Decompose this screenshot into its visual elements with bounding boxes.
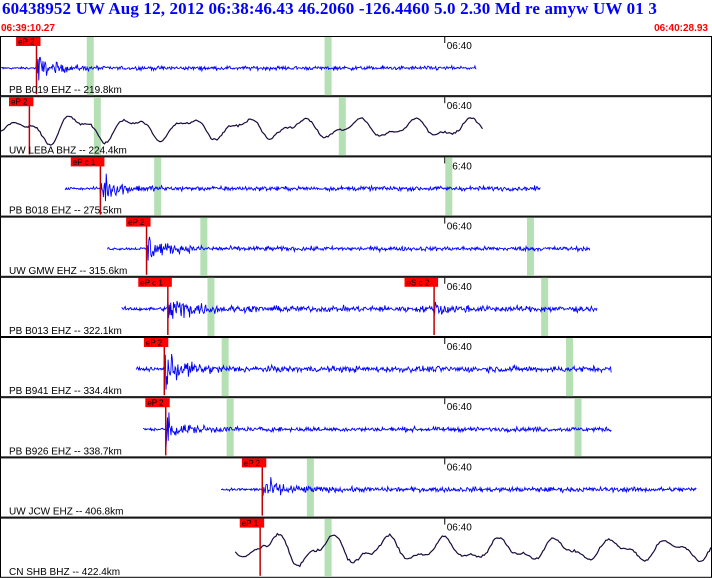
waveform-trace[interactable] <box>135 353 612 390</box>
channel-row: 06:40 eP 2 PB B926 EHZ -- 338.7km <box>0 397 712 458</box>
station-label: CN SHB BHZ -- 422.4km <box>9 567 120 578</box>
station-label: UW JCW EHZ -- 406.8km <box>9 507 123 518</box>
pick-flag-label: eP 2 <box>11 98 28 107</box>
pick-flag[interactable] <box>126 217 151 227</box>
time-mark-label: 06:40 <box>447 41 472 52</box>
time-mark-label: 06:40 <box>447 402 472 413</box>
pick-flag[interactable] <box>16 37 41 46</box>
window-marker <box>93 97 101 156</box>
station-label: PB B018 EHZ -- 275.5km <box>9 206 122 217</box>
window-marker <box>526 217 534 276</box>
pick-flag[interactable] <box>404 277 439 287</box>
window-start-time: 06:39:10.27 <box>1 23 55 34</box>
waveform-trace[interactable] <box>234 532 712 568</box>
time-mark-label: 06:40 <box>447 462 472 473</box>
pick-flag-label: eP 2 <box>147 399 164 408</box>
time-mark-label: 06:40 <box>447 161 472 172</box>
window-marker <box>574 398 582 457</box>
event-header: 60438952 UW Aug 12, 2012 06:38:46.43 46.… <box>0 0 712 36</box>
station-label: PB B013 EHZ -- 322.1km <box>9 326 122 337</box>
time-mark-label: 06:40 <box>447 342 472 353</box>
window-marker <box>200 217 208 276</box>
pick-flag-label: eP c 1 <box>73 158 96 167</box>
pick-flag[interactable] <box>145 398 170 408</box>
pick-flag[interactable] <box>138 277 172 287</box>
window-marker <box>566 338 573 397</box>
pick-flag[interactable] <box>9 97 34 107</box>
window-end-time: 06:40:28.93 <box>654 23 708 34</box>
station-label: UW LEBA BHZ -- 224.4km <box>9 145 127 156</box>
window-marker <box>86 37 94 96</box>
channel-row: 06:40 eP 2 PB B941 EHZ -- 334.4km <box>0 337 712 397</box>
window-marker <box>324 518 332 577</box>
waveform-trace[interactable] <box>107 236 591 261</box>
waveform-trace[interactable] <box>0 115 483 146</box>
seismogram-canvas: 06:40 eP 2 PB B019 EHZ -- 219.8km 06:40 eP 2… <box>0 36 712 578</box>
pick-flag-label: eP 2 <box>128 218 145 227</box>
pick-flag-label: eP c 1 <box>140 278 163 287</box>
window-marker <box>154 157 162 216</box>
pick-flag-label: eS c 2 <box>407 278 430 287</box>
waveform-trace[interactable] <box>121 297 598 319</box>
channel-row: 06:40 eP 2 UW LEBA BHZ -- 224.4km <box>0 96 712 157</box>
window-marker <box>324 37 332 96</box>
channel-row: 06:40 eP 2 UW GMW EHZ -- 315.6km <box>0 216 712 277</box>
station-label: PB B019 EHZ -- 219.8km <box>9 85 122 96</box>
station-label: UW GMW EHZ -- 315.6km <box>9 266 127 277</box>
station-label: PB B941 EHZ -- 334.4km <box>9 386 122 397</box>
pick-flag-label: eP 2 <box>244 459 261 468</box>
time-mark-label: 06:40 <box>447 523 472 534</box>
pick-flag-label: eP 2 <box>146 339 163 348</box>
time-mark-label: 06:40 <box>447 282 472 293</box>
pick-flag-label: eP 2 <box>18 38 35 47</box>
channel-row: 06:40 eP 2 PB B019 EHZ -- 219.8km <box>0 36 712 97</box>
waveform-trace[interactable] <box>142 412 612 448</box>
waveform-trace[interactable] <box>64 173 541 202</box>
pick-flag[interactable] <box>241 458 267 468</box>
time-mark-label: 06:40 <box>447 222 472 233</box>
time-mark-label: 06:40 <box>447 101 472 112</box>
waveform-trace[interactable] <box>0 56 477 81</box>
pick-flag[interactable] <box>70 157 105 167</box>
channel-row: 06:40 eP 2 UW JCW EHZ -- 406.8km <box>0 457 712 518</box>
pick-flag-label: eP 1 <box>242 519 259 528</box>
window-marker <box>445 157 453 216</box>
window-marker <box>541 277 549 336</box>
seismogram-panel: 06:40 eP 2 PB B019 EHZ -- 219.8km 06:40 eP 2… <box>0 36 712 578</box>
channel-row: 06:40 eP c 1 PB B018 EHZ -- 275.5km <box>0 156 712 217</box>
channel-row: 06:40 eP c 1 eS c 2 PB B013 EHZ -- 322.1km <box>0 276 712 338</box>
station-label: PB B926 EHZ -- 338.7km <box>9 446 122 457</box>
waveform-trace[interactable] <box>220 477 697 496</box>
window-marker <box>221 338 229 397</box>
event-title: 60438952 UW Aug 12, 2012 06:38:46.43 46.… <box>2 0 657 18</box>
channel-row: 06:40 eP 1 CN SHB BHZ -- 422.4km <box>0 517 712 578</box>
pick-flag[interactable] <box>239 518 265 528</box>
window-marker <box>207 277 215 336</box>
window-marker <box>338 97 346 156</box>
pick-flag[interactable] <box>143 338 169 347</box>
